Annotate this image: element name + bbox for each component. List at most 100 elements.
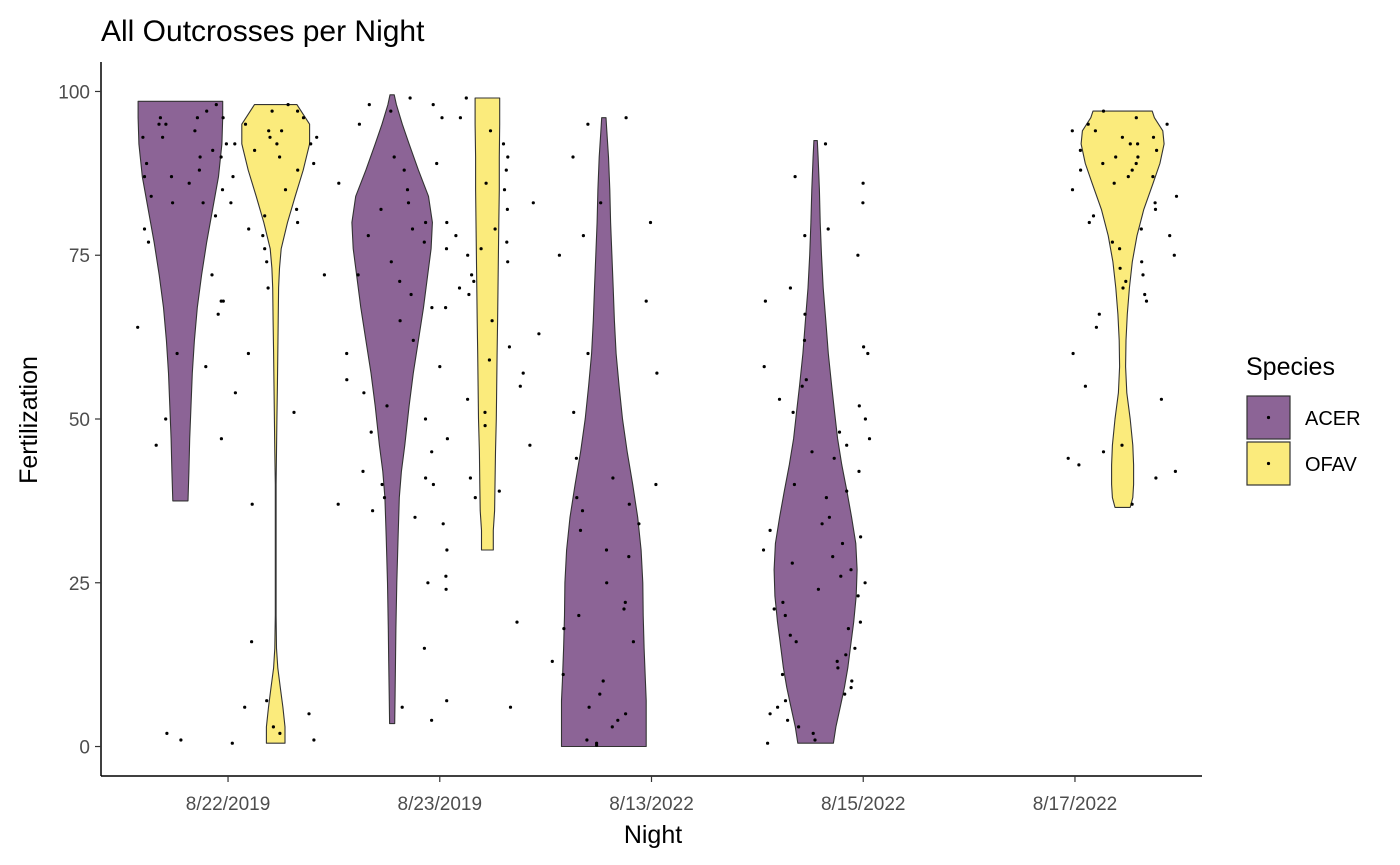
data-point xyxy=(781,600,785,605)
data-point xyxy=(253,148,257,152)
data-point xyxy=(1112,181,1116,185)
data-point xyxy=(470,273,474,277)
data-point xyxy=(1159,397,1163,401)
data-point xyxy=(385,404,389,408)
y-tick-label: 50 xyxy=(69,410,90,431)
data-point xyxy=(835,659,839,664)
data-point xyxy=(268,135,272,139)
data-point xyxy=(826,227,830,231)
data-point xyxy=(804,378,808,382)
data-point xyxy=(371,509,375,513)
data-point xyxy=(845,489,849,493)
data-point xyxy=(164,417,168,421)
data-point xyxy=(622,607,626,611)
data-point xyxy=(408,96,412,100)
data-point xyxy=(430,718,434,722)
data-point xyxy=(487,358,491,362)
data-point xyxy=(345,378,349,382)
data-point xyxy=(578,528,583,533)
data-point xyxy=(788,633,792,637)
data-point xyxy=(616,718,620,722)
violin-acer-8-15-2022 xyxy=(773,140,858,744)
data-point xyxy=(198,155,202,159)
data-point xyxy=(580,509,585,513)
data-point xyxy=(783,613,787,618)
data-point xyxy=(648,220,653,225)
data-point xyxy=(431,482,435,487)
data-point xyxy=(832,456,836,460)
data-point xyxy=(518,384,522,388)
data-point xyxy=(1101,450,1106,454)
data-point xyxy=(768,528,772,533)
data-point xyxy=(562,627,566,631)
data-point xyxy=(430,306,434,310)
legend-label-acer: ACER xyxy=(1305,408,1361,430)
data-point xyxy=(266,286,270,290)
data-point xyxy=(1155,148,1159,152)
x-tick-label: 8/13/2022 xyxy=(609,794,694,815)
data-point xyxy=(337,181,341,185)
data-point xyxy=(627,555,631,559)
data-point xyxy=(171,201,175,205)
data-point xyxy=(197,168,201,172)
data-point xyxy=(1071,351,1075,356)
data-point xyxy=(1118,247,1122,251)
data-point xyxy=(1093,129,1097,133)
data-point xyxy=(1144,299,1149,303)
x-axis-title: Night xyxy=(624,821,682,849)
data-point xyxy=(438,365,442,369)
data-point xyxy=(1101,109,1106,113)
data-point xyxy=(400,705,404,709)
data-point xyxy=(445,220,449,225)
data-point xyxy=(792,482,797,487)
data-point xyxy=(836,666,840,670)
data-point xyxy=(810,450,814,454)
data-point xyxy=(263,247,267,251)
data-point xyxy=(624,116,628,120)
data-point xyxy=(405,188,410,192)
data-point xyxy=(250,640,254,644)
data-point xyxy=(850,679,854,683)
data-point xyxy=(508,705,513,709)
data-point xyxy=(283,188,288,192)
data-point xyxy=(862,345,866,349)
data-point xyxy=(761,548,766,552)
data-point xyxy=(473,496,477,500)
data-point xyxy=(598,692,602,696)
data-point xyxy=(844,653,848,657)
data-point xyxy=(604,548,609,552)
data-point xyxy=(445,699,449,703)
data-point xyxy=(505,207,509,211)
data-point xyxy=(369,430,373,434)
data-point xyxy=(361,469,365,473)
data-point xyxy=(1141,273,1145,277)
data-point xyxy=(261,234,265,238)
data-point xyxy=(820,522,824,526)
data-point xyxy=(145,161,149,166)
data-point xyxy=(867,437,872,441)
data-point xyxy=(786,718,790,722)
data-point xyxy=(479,247,483,251)
data-point xyxy=(528,443,532,447)
data-point xyxy=(1118,266,1122,270)
data-point xyxy=(243,122,248,126)
data-point xyxy=(472,279,476,283)
data-point xyxy=(1136,155,1140,159)
data-point xyxy=(312,738,316,742)
data-point xyxy=(802,338,807,342)
data-point xyxy=(219,155,223,159)
data-point xyxy=(1091,214,1096,218)
y-tick-label: 100 xyxy=(58,82,90,103)
data-point xyxy=(490,319,494,323)
data-point xyxy=(1097,312,1101,316)
data-point xyxy=(161,135,165,139)
data-point xyxy=(493,227,497,231)
data-point xyxy=(142,175,147,179)
data-point xyxy=(846,627,851,631)
data-point xyxy=(263,214,267,218)
data-point xyxy=(1070,129,1074,133)
data-point xyxy=(624,712,628,716)
data-point xyxy=(793,175,797,179)
data-point xyxy=(221,299,225,303)
data-point xyxy=(275,142,279,146)
